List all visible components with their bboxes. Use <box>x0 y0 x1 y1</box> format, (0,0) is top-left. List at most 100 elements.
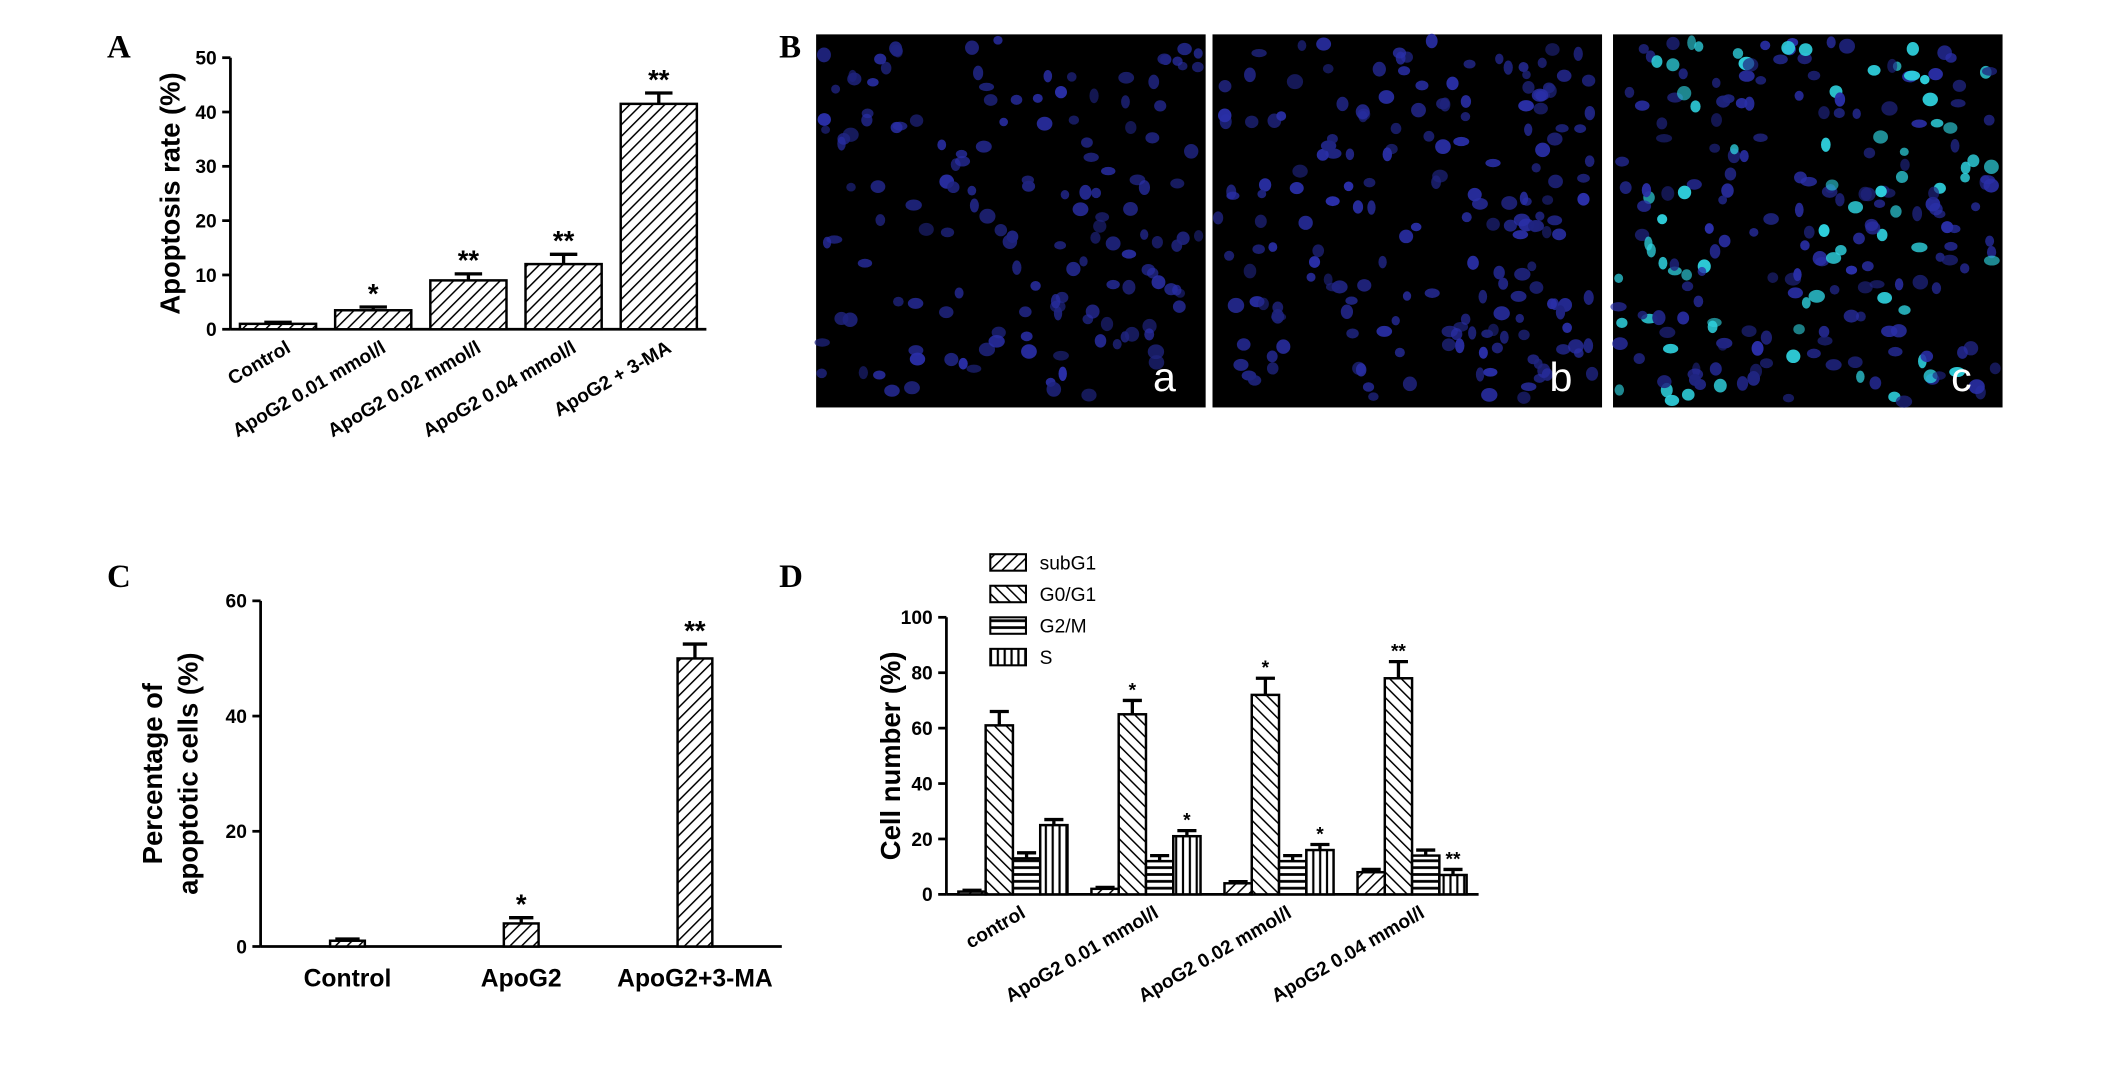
y-tick-label: 50 <box>195 49 216 70</box>
cell-nucleus <box>1950 99 1966 108</box>
cell-nucleus <box>1355 363 1367 377</box>
cell-nucleus <box>1821 137 1831 152</box>
cell-nucleus <box>1794 171 1807 184</box>
cell-nucleus <box>1690 100 1701 113</box>
cell-nucleus <box>1983 114 1995 126</box>
cell-nucleus <box>1468 326 1477 340</box>
error-bar <box>1150 853 1170 862</box>
cell-nucleus <box>1467 255 1479 270</box>
error-bar <box>1122 698 1142 715</box>
cell-nucleus <box>1657 214 1668 225</box>
cell-nucleus <box>1677 185 1692 200</box>
cell-nucleus <box>1410 222 1422 232</box>
cell-nucleus <box>1323 273 1333 286</box>
cell-nucleus <box>1562 322 1572 333</box>
error-bar <box>1177 829 1197 837</box>
bar <box>1438 873 1468 896</box>
cell-nucleus <box>1431 175 1442 190</box>
cell-nucleus <box>1391 316 1400 326</box>
bar <box>333 309 413 331</box>
cell-nucleus <box>1782 393 1795 403</box>
cell-nucleus <box>1825 359 1842 371</box>
cell-nucleus <box>1755 76 1767 85</box>
cell-nucleus <box>1800 240 1810 251</box>
cell-nucleus <box>1157 53 1172 65</box>
cell-nucleus <box>893 45 903 58</box>
cell-nucleus <box>1058 366 1067 381</box>
cell-nucleus <box>1306 272 1316 282</box>
y-tick-label: 40 <box>911 774 932 795</box>
cell-nucleus <box>1322 63 1334 74</box>
significance-label: ** <box>648 64 670 95</box>
y-axis-title: Percentage of <box>137 682 168 864</box>
cell-nucleus <box>1550 298 1559 311</box>
cell-nucleus <box>1826 36 1836 49</box>
cell-nucleus <box>1900 158 1910 171</box>
cell-nucleus <box>1399 229 1414 244</box>
error-bar <box>1283 853 1303 862</box>
cell-nucleus <box>1960 173 1970 183</box>
cell-nucleus <box>884 384 900 397</box>
cell-nucleus <box>1732 48 1744 59</box>
cell-nucleus <box>1612 337 1628 351</box>
cell-nucleus <box>846 182 856 192</box>
cell-nucleus <box>1556 344 1571 355</box>
bar <box>619 102 699 331</box>
cell-nucleus <box>1906 41 1919 56</box>
micrograph-background <box>816 34 1206 408</box>
cell-nucleus <box>1677 311 1690 325</box>
cell-nucleus <box>1760 330 1773 345</box>
cell-nucleus <box>1952 79 1967 92</box>
cell-nucleus <box>1112 338 1122 350</box>
cell-nucleus <box>1519 191 1529 206</box>
cell-nucleus <box>1184 143 1199 159</box>
cell-nucleus <box>993 35 1003 45</box>
cell-nucleus <box>1786 349 1801 364</box>
cell-nucleus <box>1495 53 1504 65</box>
legend-swatch <box>989 584 1027 604</box>
cell-nucleus <box>1460 112 1471 122</box>
bar <box>1277 859 1308 896</box>
cell-nucleus <box>1806 348 1821 359</box>
cell-nucleus <box>1718 234 1731 248</box>
cell-nucleus <box>1493 265 1505 280</box>
cell-nucleus <box>1747 371 1761 386</box>
cell-nucleus <box>1032 93 1043 103</box>
cell-nucleus <box>1053 350 1069 361</box>
cell-nucleus <box>1171 239 1183 252</box>
cell-nucleus <box>1724 167 1737 181</box>
cell-nucleus <box>1095 212 1110 222</box>
y-axis-title: apoptotic cells (%) <box>173 653 204 895</box>
cell-nucleus <box>1730 144 1739 155</box>
cell-nucleus <box>1573 46 1583 61</box>
cell-nucleus <box>1394 347 1405 358</box>
cell-nucleus <box>1903 70 1921 81</box>
cell-nucleus <box>1928 186 1940 200</box>
significance-label: * <box>516 889 527 920</box>
cell-nucleus <box>1797 52 1812 65</box>
cell-nucleus <box>1857 281 1873 294</box>
cell-nucleus <box>1019 306 1032 318</box>
cell-nucleus <box>1397 66 1411 76</box>
cell-nucleus <box>1268 242 1278 252</box>
cell-nucleus <box>975 140 992 153</box>
cell-nucleus <box>1835 245 1847 256</box>
cell-nucleus <box>1352 200 1364 214</box>
cell-nucleus <box>1467 187 1482 202</box>
bar <box>1117 713 1148 896</box>
cell-nucleus <box>1177 42 1192 56</box>
cell-nucleus <box>1709 143 1721 153</box>
error-bar <box>962 888 982 892</box>
cell-nucleus <box>1524 123 1533 136</box>
bar <box>1250 693 1281 896</box>
cell-nucleus <box>1751 341 1764 356</box>
cell-nucleus <box>1932 371 1946 380</box>
cell-nucleus <box>1818 325 1830 338</box>
cell-nucleus <box>1760 358 1773 369</box>
bar <box>1172 834 1202 896</box>
cell-nucleus <box>1818 106 1830 120</box>
cell-nucleus <box>1402 291 1412 301</box>
cell-nucleus <box>1066 72 1077 82</box>
cell-nucleus <box>1887 58 1898 73</box>
cell-nucleus <box>1226 191 1240 200</box>
